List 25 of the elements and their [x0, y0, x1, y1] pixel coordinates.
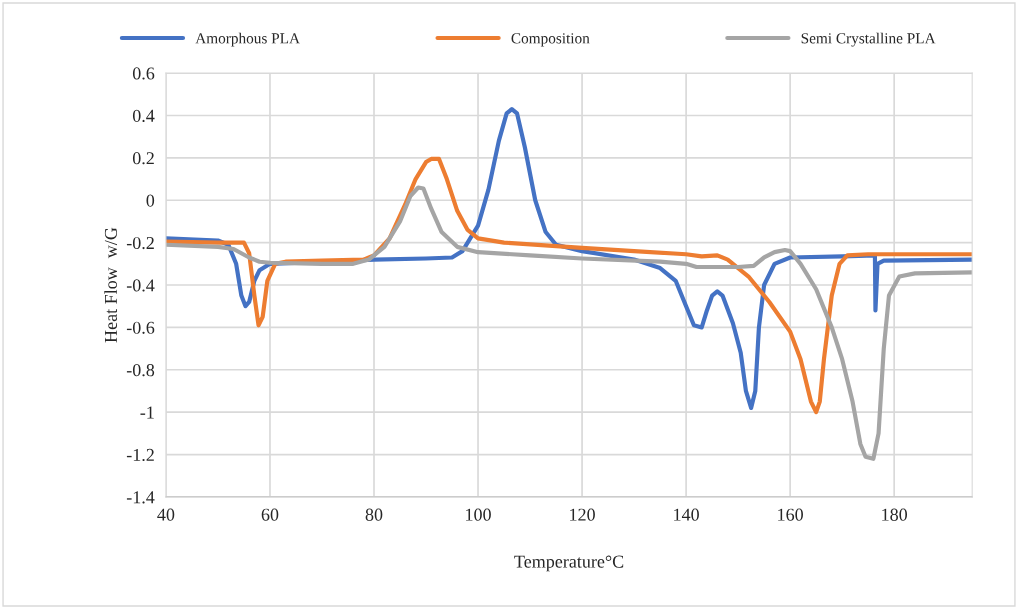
x-tick-label: 60: [261, 508, 279, 521]
x-tick-label: 120: [570, 508, 595, 521]
y-tick-label: 0.4: [132, 109, 155, 122]
y-tick-label: 0.2: [132, 152, 154, 165]
y-axis-title: Heat Flow w/G: [104, 227, 118, 343]
y-tick-label: 0: [146, 194, 155, 207]
legend-label: Semi Crystalline PLA: [801, 32, 936, 47]
x-tick-label: 180: [882, 508, 908, 521]
x-tick-label: 40: [157, 508, 175, 521]
y-tick-label: -0.2: [126, 236, 154, 250]
x-axis-title: Temperature°C: [514, 555, 624, 572]
legend-label: Composition: [511, 33, 590, 47]
line-series: [165, 185, 973, 461]
y-tick-label: -1.4: [126, 491, 155, 504]
x-tick-label: 160: [778, 508, 803, 521]
y-tick-label: -0.6: [126, 321, 155, 334]
y-tick-label: -0.8: [126, 364, 155, 377]
y-tick-label: -0.4: [126, 279, 155, 292]
y-tick-label: -1: [140, 406, 154, 419]
y-tick-label: 0.6: [132, 67, 155, 80]
x-tick-label: 140: [674, 508, 699, 521]
x-tick-label: 100: [466, 508, 491, 521]
x-tick-label: 80: [365, 508, 383, 521]
y-tick-label: -1.2: [126, 448, 154, 462]
legend-label: Amorphous PLA: [195, 32, 300, 47]
